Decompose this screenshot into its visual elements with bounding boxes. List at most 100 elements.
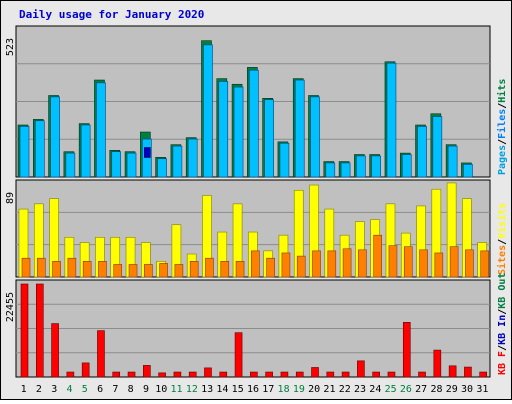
bar-files-day-6 — [96, 82, 106, 178]
x-label-day-25: 25 — [385, 384, 397, 395]
bar-sites-day-30 — [465, 249, 474, 278]
bar-kbytes-day-21 — [326, 371, 335, 378]
bar-sites-day-4 — [67, 257, 77, 278]
panel-0-legend: Pages/Files/Hits — [496, 79, 508, 175]
bar-sites-day-12 — [189, 261, 199, 278]
bar-files-day-19 — [294, 79, 305, 178]
bar-kbytes-day-10 — [158, 372, 166, 378]
bar-files-day-9 — [142, 138, 152, 178]
x-label-day-15: 15 — [232, 384, 244, 395]
bar-kbytes-day-6 — [97, 330, 105, 378]
bar-kbytes-day-7 — [112, 371, 121, 378]
bar-files-day-1 — [19, 126, 30, 178]
x-label-day-14: 14 — [216, 384, 228, 395]
bar-files-day-5 — [80, 124, 91, 178]
x-label-day-16: 16 — [247, 384, 259, 395]
bar-kbytes-day-14 — [219, 371, 228, 378]
bar-kbytes-day-25 — [387, 371, 396, 378]
bar-kbytes-day-4 — [66, 371, 75, 378]
bar-sites-day-19 — [296, 255, 306, 278]
bar-kbytes-day-12 — [188, 371, 197, 378]
bar-sites-day-10 — [159, 263, 168, 278]
bar-kbytes-day-23 — [357, 360, 365, 378]
legend-separator: / — [497, 345, 508, 351]
bar-files-day-20 — [310, 96, 320, 178]
legend-sites: Sites — [496, 245, 508, 275]
x-label-day-1: 1 — [21, 384, 27, 395]
x-label-day-22: 22 — [339, 384, 351, 395]
x-label-day-28: 28 — [430, 384, 442, 395]
bar-files-day-2 — [34, 120, 45, 178]
bar-sites-day-22 — [342, 248, 352, 278]
bar-kbytes-day-24 — [372, 371, 380, 378]
legend-separator: / — [497, 309, 508, 315]
bar-files-day-8 — [126, 152, 137, 178]
x-label-day-18: 18 — [278, 384, 290, 395]
bar-sites-day-23 — [358, 249, 367, 278]
bar-sites-day-24 — [373, 234, 382, 278]
bar-files-day-4 — [65, 152, 76, 178]
bar-sites-day-2 — [36, 257, 46, 278]
bar-sites-day-29 — [449, 246, 459, 278]
bar-files-day-16 — [249, 69, 259, 178]
bar-files-day-11 — [172, 145, 183, 178]
x-label-day-21: 21 — [323, 384, 335, 395]
x-label-day-6: 6 — [97, 384, 103, 395]
bar-sites-day-20 — [312, 250, 321, 278]
panel-1-legend: Sites/Visits — [496, 203, 508, 275]
bar-sites-day-16 — [251, 250, 260, 278]
bar-files-day-21 — [325, 162, 336, 178]
bar-files-day-30 — [463, 164, 473, 178]
bar-files-day-24 — [371, 155, 381, 178]
legend-pages: Pages — [497, 145, 508, 175]
x-label-day-7: 7 — [112, 384, 118, 395]
legend-files: Files — [496, 109, 508, 139]
bar-files-day-29 — [447, 145, 458, 178]
bar-kbytes-day-15 — [234, 332, 243, 378]
x-label-day-5: 5 — [82, 384, 88, 395]
bar-kbytes-day-11 — [173, 371, 182, 378]
legend-visits: Visits — [496, 203, 508, 239]
x-label-day-8: 8 — [128, 384, 134, 395]
bar-sites-day-13 — [205, 257, 214, 278]
bar-sites-day-11 — [174, 264, 184, 278]
x-label-day-26: 26 — [400, 384, 412, 395]
bar-sites-day-28 — [434, 252, 444, 278]
panel-1-ymax-label: 89 — [5, 192, 16, 204]
x-label-day-31: 31 — [476, 384, 488, 395]
legend-kb-in: KB In — [497, 315, 508, 345]
x-label-day-9: 9 — [143, 384, 149, 395]
bar-kbytes-day-1 — [20, 283, 29, 378]
bar-kbytes-day-31 — [479, 371, 488, 378]
bar-sites-day-17 — [266, 257, 275, 278]
bar-sites-day-21 — [327, 250, 337, 278]
bar-sites-day-31 — [480, 250, 490, 278]
panel-2-legend: KB F/KB In/KB Out — [497, 273, 508, 375]
bar-files-day-28 — [432, 116, 443, 178]
bar-kbytes-day-2 — [35, 283, 44, 378]
x-label-day-29: 29 — [446, 384, 458, 395]
bar-files-day-23 — [356, 155, 366, 178]
chart-title: Daily usage for January 2020 — [19, 8, 204, 21]
bar-files-day-25 — [386, 62, 397, 178]
bar-sites-day-1 — [21, 257, 31, 278]
bar-sites-day-6 — [98, 261, 107, 278]
x-label-day-10: 10 — [155, 384, 167, 395]
x-label-day-30: 30 — [461, 384, 473, 395]
bar-kbytes-day-5 — [81, 362, 90, 378]
bar-files-day-15 — [233, 86, 244, 178]
bar-sites-day-25 — [388, 245, 398, 278]
bar-kbytes-day-26 — [402, 322, 411, 378]
x-label-day-13: 13 — [201, 384, 213, 395]
bar-kbytes-day-8 — [127, 371, 136, 378]
bar-kbytes-day-19 — [295, 371, 304, 378]
x-label-day-3: 3 — [51, 384, 57, 395]
bar-files-day-7 — [111, 151, 122, 178]
bar-files-day-10 — [157, 158, 167, 178]
x-label-day-24: 24 — [369, 384, 381, 395]
bar-files-day-14 — [218, 81, 229, 178]
x-label-day-20: 20 — [308, 384, 320, 395]
bar-sites-day-26 — [403, 246, 413, 278]
